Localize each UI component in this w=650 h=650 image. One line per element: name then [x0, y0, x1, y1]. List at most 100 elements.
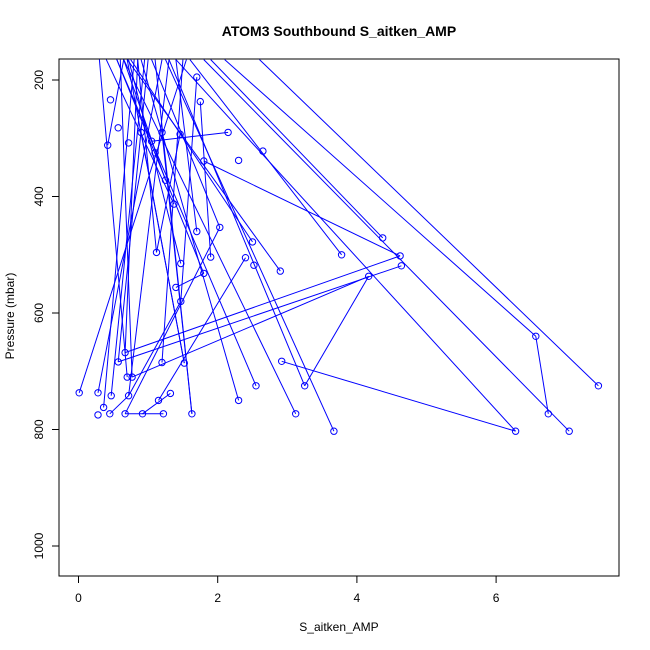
data-point	[170, 200, 178, 208]
data-point	[94, 389, 102, 397]
series-line-segment	[281, 360, 516, 432]
series-line-segment	[535, 336, 549, 414]
series-line-segment	[210, 59, 384, 239]
series-line-segment	[151, 131, 229, 142]
y-tick-label: 200	[32, 70, 46, 90]
data-point	[124, 139, 133, 147]
series-line-segment	[128, 59, 170, 396]
series-line-segment	[175, 59, 516, 432]
data-point	[301, 382, 309, 390]
y-axis-label: Pressure (mbar)	[3, 273, 17, 360]
data-point	[248, 238, 257, 246]
data-point	[207, 253, 215, 261]
y-tick-label: 1000	[32, 532, 46, 559]
data-point	[234, 156, 243, 165]
data-point	[188, 410, 196, 418]
data-point	[594, 382, 603, 390]
series-line-segment	[124, 59, 139, 353]
data-point	[379, 234, 387, 242]
data-point	[511, 427, 520, 435]
data-point	[147, 137, 156, 145]
data-point	[250, 261, 258, 269]
x-tick-label: 2	[214, 591, 221, 605]
series-line-segment	[203, 160, 401, 257]
data-point	[292, 410, 300, 418]
series-line-segment	[128, 301, 182, 396]
data-point	[200, 269, 208, 278]
data-point	[365, 272, 373, 280]
data-point	[177, 259, 185, 268]
series-line-segment	[109, 395, 129, 415]
data-point	[193, 227, 201, 236]
axes: 0 2 4 6 200 400 600 800 1000	[32, 70, 500, 605]
series-line-segment	[151, 59, 221, 228]
data-point	[158, 128, 166, 137]
data-point	[94, 411, 102, 419]
data-point	[330, 427, 338, 435]
data-point	[196, 97, 205, 106]
data-point	[172, 283, 180, 292]
series-line-segment	[117, 59, 149, 362]
y-tick-label: 600	[32, 303, 46, 323]
series-line-segment	[118, 265, 402, 363]
x-axis-label: S_aitken_AMP	[299, 620, 378, 634]
series-line-segment	[124, 255, 401, 354]
plot-area	[75, 59, 603, 435]
data-point	[234, 396, 243, 405]
series-line-segment	[168, 59, 306, 386]
data-point	[114, 358, 122, 366]
series-line-segment	[161, 59, 184, 363]
data-point	[241, 254, 250, 262]
series-line-segment	[259, 59, 599, 387]
chart-title: ATOM3 Southbound S_aitken_AMP	[222, 23, 456, 39]
series-line-segment	[110, 59, 146, 396]
data-point	[159, 410, 168, 418]
data-point	[154, 396, 163, 405]
data-point	[166, 389, 175, 398]
data-point	[114, 124, 122, 132]
series-line-segment	[224, 59, 537, 337]
data-point	[161, 176, 170, 184]
data-point	[252, 382, 260, 390]
series-line-segment	[131, 275, 369, 378]
y-tick-label: 400	[32, 186, 46, 206]
series-line-segment	[161, 132, 193, 414]
data-point	[121, 348, 129, 357]
data-point	[200, 157, 208, 165]
x-tick-label: 0	[75, 591, 82, 605]
data-point	[565, 427, 573, 435]
data-point	[106, 410, 114, 418]
data-point	[121, 410, 129, 418]
data-point	[276, 267, 284, 275]
series-line-segment	[98, 59, 128, 378]
data-point	[99, 403, 108, 412]
data-point	[337, 251, 346, 259]
data-point	[124, 392, 133, 400]
series-line-segment	[124, 227, 221, 415]
data-point	[396, 252, 404, 260]
y-tick-label: 800	[32, 419, 46, 439]
data-point	[128, 373, 136, 381]
series-line-segment	[203, 59, 570, 432]
data-point	[544, 410, 552, 418]
data-point	[216, 223, 224, 232]
data-point	[278, 357, 286, 365]
data-point	[106, 96, 115, 104]
series-line-segment	[126, 59, 281, 272]
series-line-segment	[116, 59, 205, 274]
series-line-segment	[103, 59, 135, 408]
x-tick-label: 6	[493, 591, 500, 605]
data-point	[177, 297, 185, 306]
x-tick-label: 4	[354, 591, 361, 605]
series-line-segment	[137, 59, 157, 253]
data-point	[107, 392, 115, 400]
series-line-segment	[142, 392, 171, 415]
data-point	[193, 73, 201, 81]
data-point	[104, 141, 112, 149]
data-point	[397, 262, 406, 270]
series-line-segment	[199, 101, 212, 258]
series-line-segment	[140, 132, 185, 364]
data-point	[532, 332, 540, 340]
data-point	[123, 373, 131, 381]
